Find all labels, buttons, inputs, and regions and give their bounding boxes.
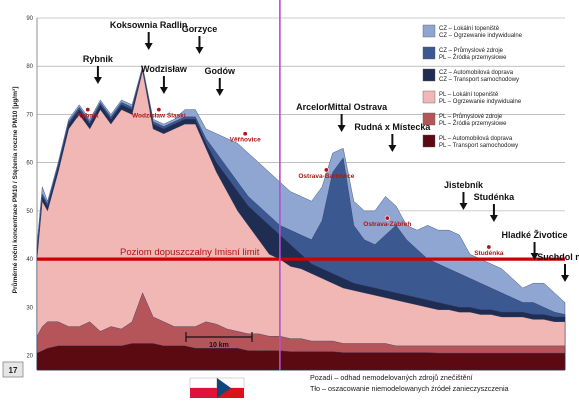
- y-tick-label: 80: [26, 64, 33, 70]
- y-tick-label: 70: [26, 112, 33, 118]
- peak-arrow-head: [388, 145, 397, 152]
- legend-label: PL – Lokální topeniště: [439, 92, 499, 98]
- peak-labels: Koksownia Radlin Rybnik Gorzyce Wodzisław Go…: [83, 20, 579, 282]
- peak-arrow-head: [530, 253, 539, 260]
- station-label: Věřňovice: [230, 137, 261, 144]
- station-dot: [486, 244, 492, 250]
- legend-swatch: [422, 112, 436, 126]
- area-series: [36, 70, 566, 371]
- footnote-line: Tło – oszacowanie niemodelowanych źródeł…: [310, 384, 509, 393]
- scale-bar: 10 km: [185, 332, 253, 349]
- legend-swatch: [422, 68, 436, 82]
- limit-label: Poziom dopuszczalny Imisní limit: [120, 247, 260, 258]
- station-label: Studénka: [474, 250, 504, 257]
- scale-bar-label: 10 km: [209, 342, 229, 349]
- station-label: Wodzisław Śląski: [132, 111, 186, 120]
- area-series: [36, 343, 566, 371]
- legend-label: CZ – Průmyslové zdroje: [439, 47, 504, 54]
- cz-flag-triangle: [217, 378, 231, 398]
- limit-line-group: Poziom dopuszczalny Imisní limit: [37, 247, 565, 261]
- peak-arrow-head: [159, 87, 168, 94]
- peak-arrow-head: [93, 77, 102, 84]
- peak-label: Rybnik: [83, 54, 114, 64]
- peak-arrow-head: [195, 47, 204, 54]
- cz-flag-red: [217, 388, 244, 398]
- legend-swatch: [422, 24, 436, 38]
- slide-number-box: 17: [2, 361, 24, 378]
- legend-label: CZ – Ogrzewanie indywidualne: [439, 33, 523, 39]
- peak-label: Wodzisław: [141, 64, 188, 74]
- station-dot: [242, 131, 248, 137]
- station-dot: [85, 107, 91, 113]
- legend-label: PL – Źródła przemysłowe: [439, 120, 507, 127]
- legend-label: PL – Transport samochodowy: [439, 143, 518, 149]
- peak-arrow-head: [144, 43, 153, 50]
- peak-arrow-head: [561, 275, 569, 282]
- peak-label: Rudná x Místecká: [354, 122, 431, 132]
- legend-label: PL – Źródła przemysłowe: [439, 54, 507, 61]
- peak-label: Koksownia Radlin: [110, 20, 188, 30]
- y-axis-title: Průměrné roční koncentrace PM10 / Stężen…: [11, 87, 19, 294]
- station-dot: [384, 215, 390, 221]
- legend-label: PL – Průmyslové zdroje: [439, 113, 503, 120]
- y-tick-label: 30: [26, 305, 33, 311]
- footnote-line: Pozadí – odhad nemodelovaných zdrojů zne…: [310, 373, 473, 382]
- peak-label: Suchdol n.O.: [537, 252, 579, 262]
- station-label: Ostrava-Zábřeh: [363, 221, 411, 228]
- station-dot: [323, 167, 329, 173]
- station-dot: [156, 107, 162, 113]
- peak-arrow-head: [459, 203, 468, 210]
- pl-flag-white: [189, 377, 218, 389]
- peak-label: Jistebník: [444, 180, 484, 190]
- peak-label: Hladké Životice: [502, 229, 568, 240]
- y-tick-label: 60: [26, 161, 33, 167]
- station-markers: Rybnik Wodzisław Śląski Věřňovice Ostrava-B…: [77, 107, 504, 257]
- y-axis-ticks: 20 30 40 50 60 70 80 90: [26, 16, 33, 360]
- y-tick-label: 40: [26, 257, 33, 263]
- border-flags: [189, 377, 245, 398]
- slide-number: 17: [9, 366, 18, 375]
- peak-label: ArcelorMittal Ostrava: [296, 102, 388, 112]
- legend-label: CZ – Lokální topeniště: [439, 26, 500, 32]
- legend-label: CZ – Transport samochodowy: [439, 77, 519, 83]
- legend-label: CZ – Automobilová doprava: [439, 70, 514, 76]
- station-label: Ostrava-Bartovice: [298, 173, 354, 180]
- peak-label: Studénka: [474, 192, 516, 202]
- peak-arrow-head: [489, 215, 498, 222]
- legend-swatch: [422, 46, 436, 60]
- peak-arrow-head: [215, 89, 224, 96]
- slide-number-bg: [2, 361, 24, 378]
- legend-swatch: [422, 134, 436, 148]
- footnotes: Pozadí – odhad nemodelovaných zdrojů zne…: [310, 373, 509, 393]
- legend-label: PL – Automobilová doprava: [439, 136, 513, 142]
- y-tick-label: 20: [26, 354, 33, 360]
- peak-label: Godów: [205, 66, 236, 76]
- area-series-layer: [36, 66, 566, 371]
- peak-arrow-head: [337, 125, 346, 132]
- legend-swatch: [422, 90, 436, 104]
- y-tick-label: 90: [26, 16, 33, 22]
- station-label: Rybnik: [77, 113, 99, 120]
- legend-label: PL – Ogrzewanie indywidualne: [439, 99, 522, 105]
- pl-flag-red: [190, 388, 217, 398]
- peak-label: Gorzyce: [182, 24, 218, 34]
- y-tick-label: 50: [26, 209, 33, 215]
